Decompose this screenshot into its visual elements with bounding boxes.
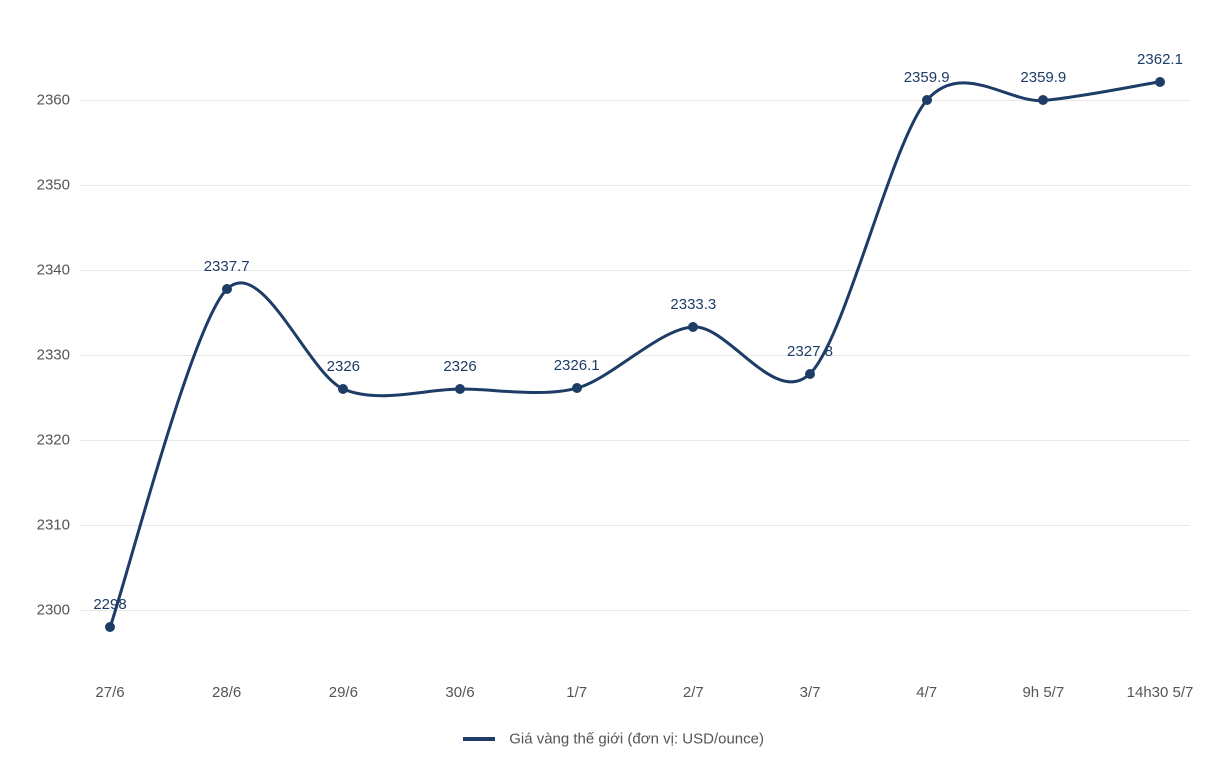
series-line: [110, 82, 1160, 628]
data-label: 2337.7: [204, 258, 250, 275]
data-marker: [1038, 95, 1048, 105]
legend-swatch: [463, 737, 495, 741]
x-tick-label: 27/6: [95, 670, 124, 701]
y-tick-label: 2360: [37, 91, 80, 108]
y-tick-label: 2300: [37, 602, 80, 619]
line-layer: [80, 40, 1190, 670]
data-label: 2327.8: [787, 343, 833, 360]
y-tick-label: 2330: [37, 347, 80, 364]
legend: Giá vàng thế giới (đơn vị: USD/ounce): [0, 730, 1227, 748]
gold-price-chart: 2300 2310 2320 2330 2340 2350 2360 27/6 28/6 29/6…: [0, 0, 1227, 783]
x-tick-label: 4/7: [916, 670, 937, 701]
y-tick-label: 2310: [37, 517, 80, 534]
data-marker: [105, 622, 115, 632]
data-marker: [922, 95, 932, 105]
data-label: 2359.9: [1020, 69, 1066, 86]
x-tick-label: 3/7: [800, 670, 821, 701]
y-tick-label: 2340: [37, 261, 80, 278]
data-marker: [805, 369, 815, 379]
data-label: 2326: [327, 358, 360, 375]
data-label: 2326.1: [554, 357, 600, 374]
data-label: 2362.1: [1137, 51, 1183, 68]
data-marker: [1155, 77, 1165, 87]
data-label: 2326: [443, 358, 476, 375]
x-tick-label: 29/6: [329, 670, 358, 701]
x-tick-label: 30/6: [445, 670, 474, 701]
data-label: 2298: [93, 596, 126, 613]
data-marker: [455, 384, 465, 394]
x-tick-label: 9h 5/7: [1022, 670, 1064, 701]
legend-label: Giá vàng thế giới (đơn vị: USD/ounce): [509, 731, 764, 748]
data-marker: [688, 322, 698, 332]
y-tick-label: 2350: [37, 176, 80, 193]
x-tick-label: 28/6: [212, 670, 241, 701]
x-tick-label: 1/7: [566, 670, 587, 701]
data-marker: [338, 384, 348, 394]
plot-area: 230023102320233023402350236027/628/629/6…: [80, 40, 1190, 670]
y-tick-label: 2320: [37, 432, 80, 449]
data-label: 2333.3: [670, 296, 716, 313]
x-tick-label: 14h30 5/7: [1127, 670, 1194, 701]
data-marker: [222, 284, 232, 294]
data-label: 2359.9: [904, 69, 950, 86]
data-marker: [572, 383, 582, 393]
x-tick-label: 2/7: [683, 670, 704, 701]
